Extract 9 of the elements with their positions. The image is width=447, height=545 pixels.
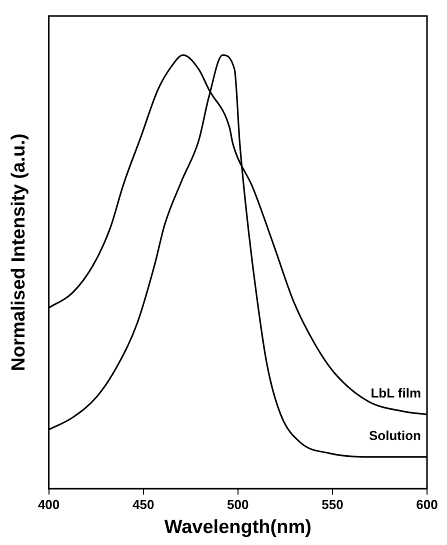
x-tick-label: 400	[38, 496, 60, 512]
x-axis-title: Wavelength(nm)	[164, 516, 312, 538]
series-label: LbL film	[370, 386, 421, 401]
x-tick-label: 550	[322, 496, 344, 512]
x-tick-label: 600	[416, 496, 438, 512]
y-axis-title: Normalised Intensity (a.u.)	[8, 134, 30, 372]
x-tick-label: 500	[227, 496, 249, 512]
x-tick-label: 450	[132, 496, 154, 512]
series-label: Solution	[369, 428, 422, 444]
